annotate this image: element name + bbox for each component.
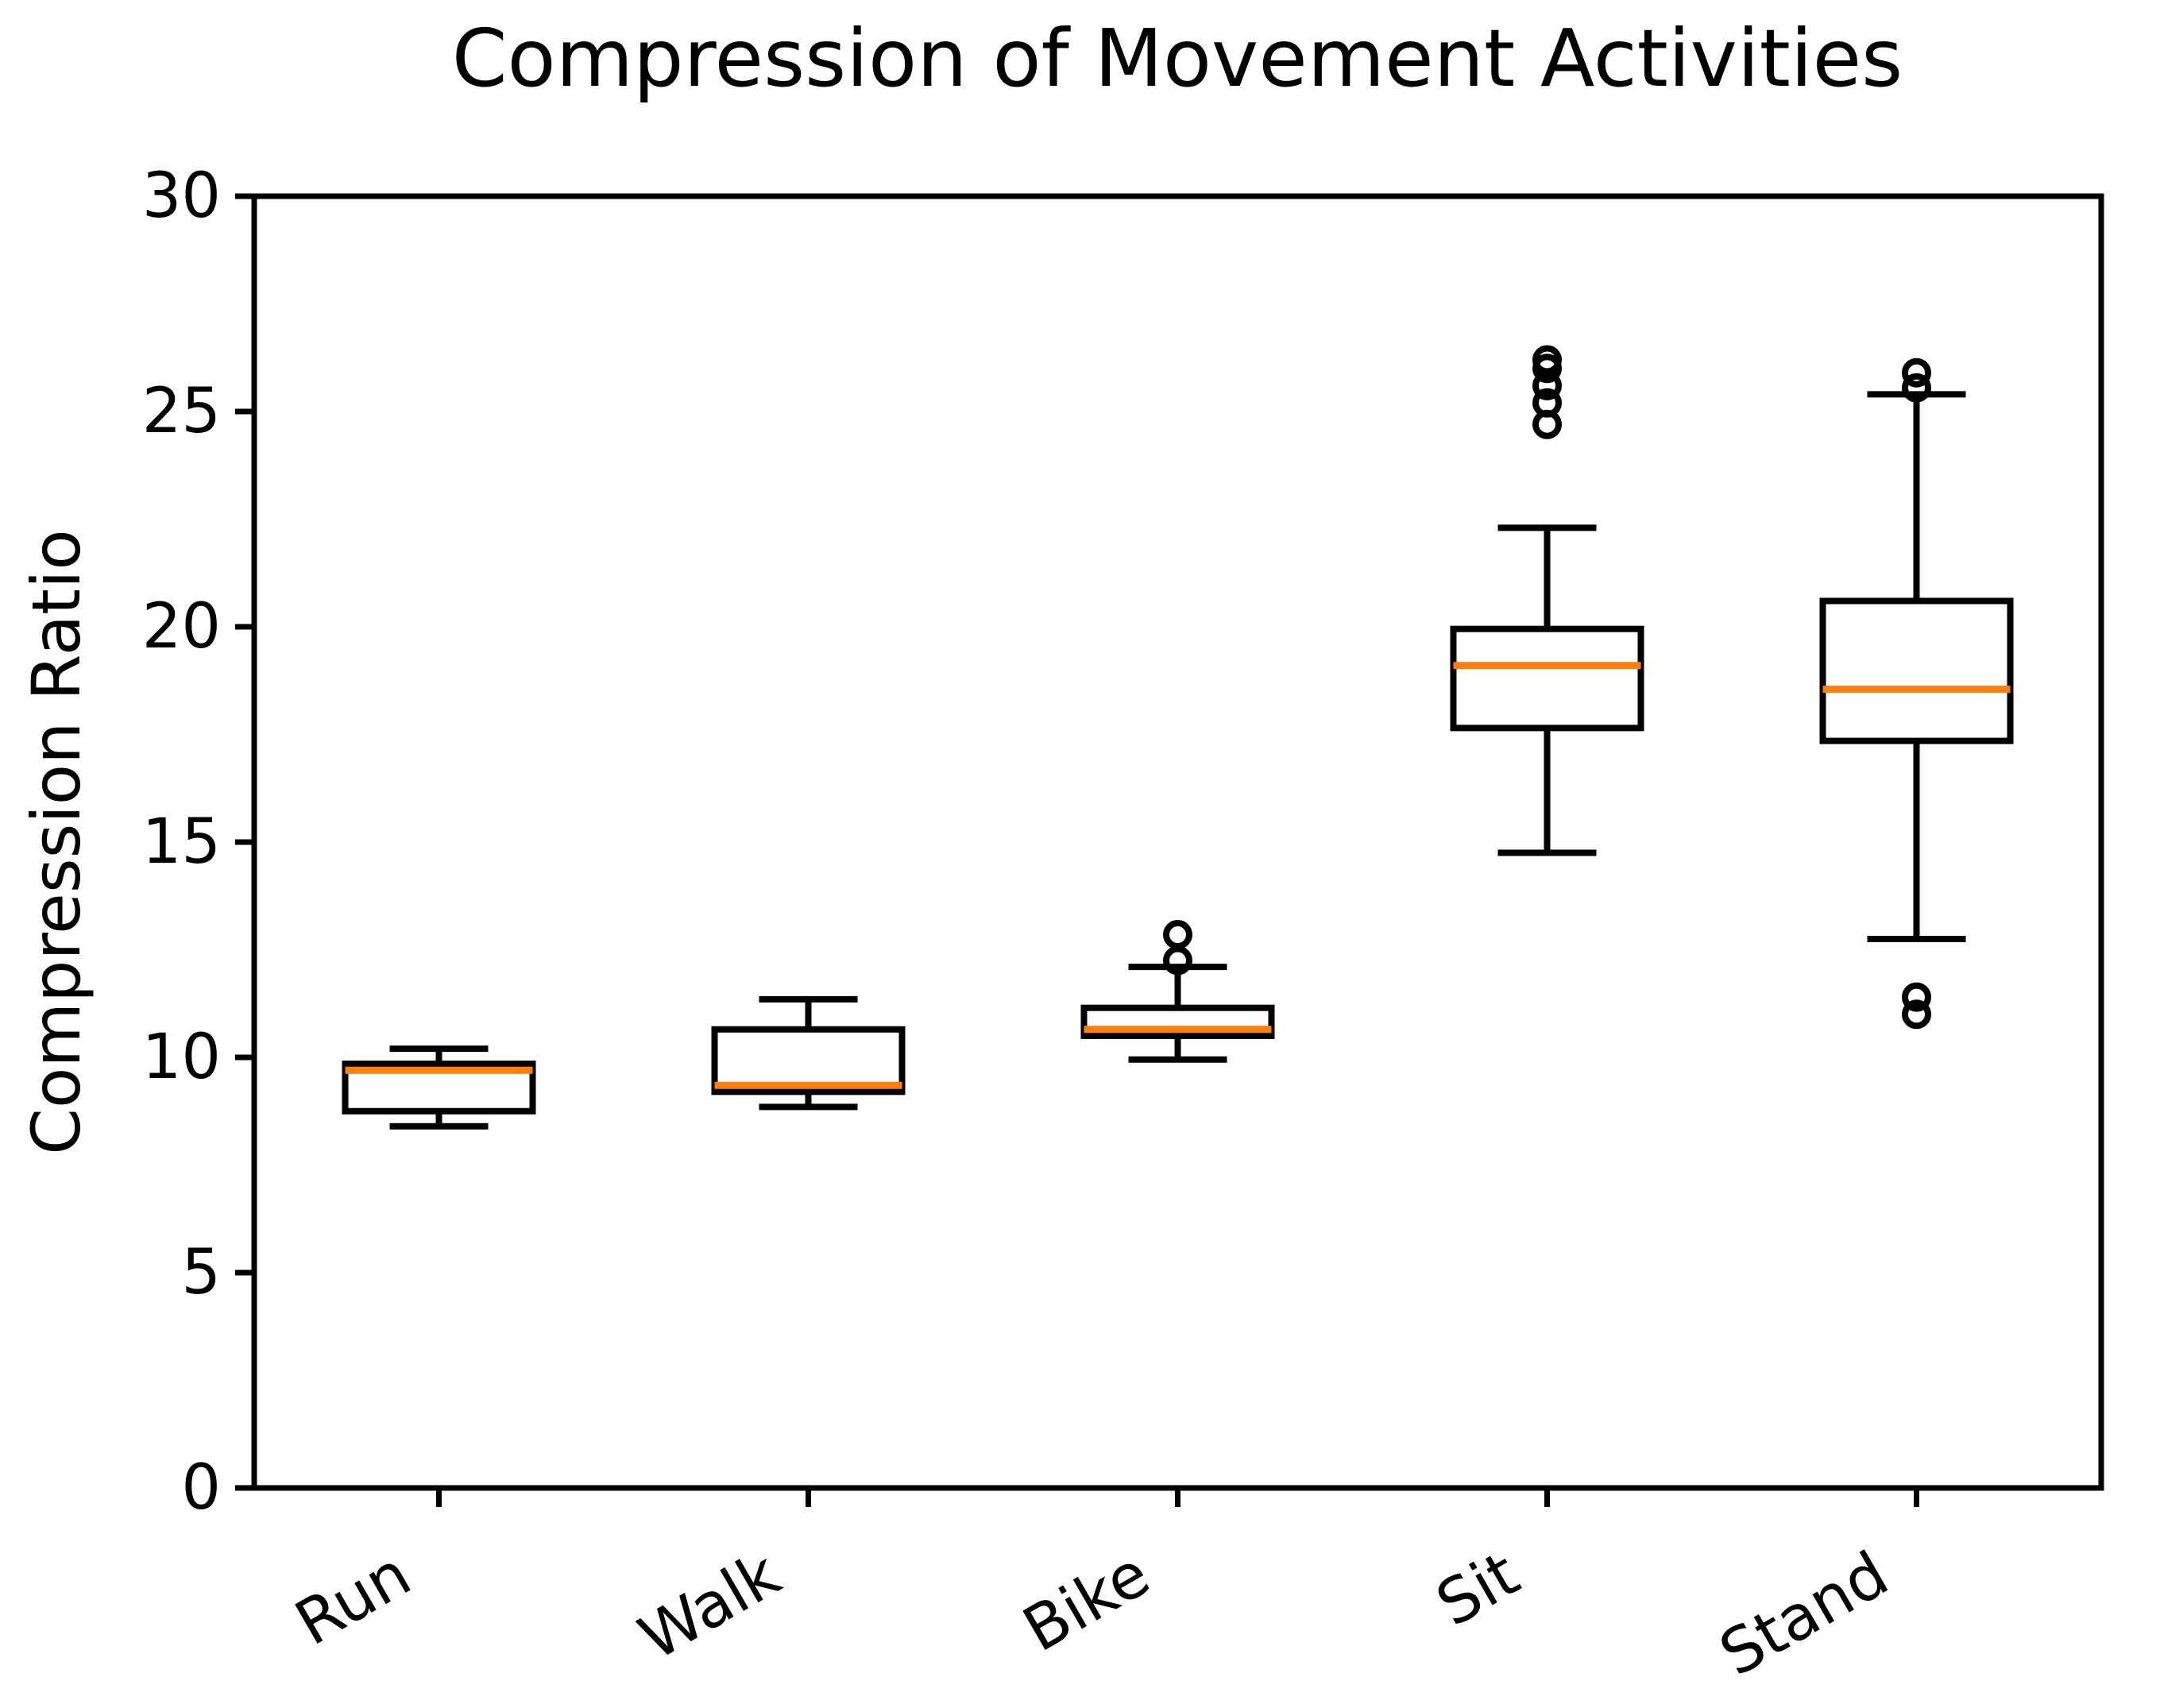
y-tick-label: 15 — [142, 806, 221, 878]
y-tick-label: 30 — [142, 160, 221, 232]
outlier-sit — [1532, 388, 1562, 418]
outlier-sit — [1532, 345, 1562, 375]
box-stand — [1819, 597, 2014, 744]
box-sit — [1450, 625, 1644, 732]
outlier-stand — [1902, 982, 1931, 1012]
chart-title: Compression of Movement Activities — [452, 12, 1903, 105]
y-tick-label: 0 — [181, 1452, 221, 1524]
y-tick-label: 20 — [142, 591, 221, 663]
y-tick-label: 10 — [142, 1022, 221, 1093]
y-tick-label: 5 — [181, 1237, 221, 1308]
outlier-stand — [1902, 999, 1931, 1030]
y-tick-label: 25 — [142, 376, 221, 447]
outlier-bike — [1163, 920, 1192, 950]
box-walk — [711, 1026, 906, 1096]
plot-border — [251, 193, 2104, 1491]
y-axis-label: Compression Ratio — [17, 529, 95, 1154]
outlier-stand — [1902, 357, 1931, 388]
outlier-stand — [1902, 373, 1931, 403]
